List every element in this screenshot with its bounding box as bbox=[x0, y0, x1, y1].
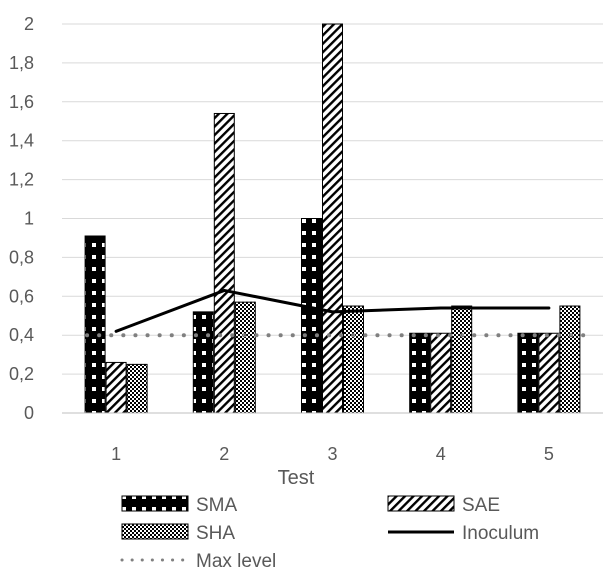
y-tick-label: 1,4 bbox=[9, 131, 34, 151]
legend-label-sha: SHA bbox=[196, 523, 235, 544]
x-tick-label: 5 bbox=[544, 444, 554, 464]
legend-label-max-level: Max level bbox=[196, 551, 276, 569]
legend-swatch-sae bbox=[387, 495, 455, 512]
line-inoculum bbox=[114, 288, 551, 333]
bar-sma bbox=[84, 235, 106, 414]
bar-sma bbox=[301, 218, 322, 414]
legend-label-sma: SMA bbox=[196, 495, 238, 516]
y-axis-ticks: 0 0,2 0,4 0,6 0,8 1 1,2 1,4 1,6 1,8 2 bbox=[9, 14, 34, 423]
bar-sae bbox=[538, 332, 560, 414]
y-tick-label: 1,8 bbox=[9, 53, 34, 73]
bar-sae bbox=[213, 112, 235, 414]
y-tick-label: 2 bbox=[24, 14, 34, 34]
y-tick-label: 0,4 bbox=[9, 325, 34, 345]
y-tick-label: 0,8 bbox=[9, 247, 34, 267]
bar-sha bbox=[126, 363, 148, 414]
legend-label-inoculum: Inoculum bbox=[462, 523, 539, 544]
bar-sma bbox=[409, 332, 431, 414]
x-tick-label: 4 bbox=[436, 444, 446, 464]
bar-sae bbox=[105, 361, 127, 414]
bar-sma bbox=[192, 311, 214, 414]
y-tick-label: 1,2 bbox=[9, 170, 34, 190]
bar-sha bbox=[343, 305, 364, 414]
y-tick-label: 0,6 bbox=[9, 286, 34, 306]
legend-swatch-sha bbox=[121, 523, 189, 540]
x-tick-label: 3 bbox=[327, 444, 337, 464]
x-tick-label: 1 bbox=[111, 444, 121, 464]
bar-sha bbox=[559, 305, 581, 414]
y-tick-label: 0,2 bbox=[9, 364, 34, 384]
legend: SMA SAE SHA Inoculum Max level bbox=[120, 495, 539, 569]
line-series bbox=[85, 288, 595, 338]
bar-sae bbox=[322, 23, 343, 414]
legend-swatch-sma bbox=[121, 495, 189, 512]
bar-sma bbox=[517, 332, 539, 414]
y-tick-label: 1,6 bbox=[9, 92, 34, 112]
y-tick-label: 0 bbox=[24, 403, 34, 423]
x-axis-ticks: 1 2 3 4 5 bbox=[111, 444, 554, 464]
bar-sha bbox=[451, 305, 473, 414]
bar-sae bbox=[430, 332, 452, 414]
bar-sha bbox=[234, 301, 256, 414]
x-tick-label: 2 bbox=[219, 444, 229, 464]
x-axis-title: Test bbox=[278, 467, 315, 489]
legend-label-sae: SAE bbox=[462, 495, 500, 516]
y-tick-label: 1 bbox=[24, 209, 34, 229]
